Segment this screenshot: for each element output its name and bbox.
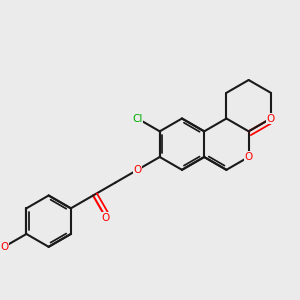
Text: O: O: [244, 152, 253, 162]
Text: Cl: Cl: [132, 113, 143, 124]
Text: O: O: [267, 113, 275, 124]
Text: O: O: [102, 213, 110, 223]
Text: O: O: [134, 165, 142, 175]
Text: O: O: [0, 242, 8, 252]
